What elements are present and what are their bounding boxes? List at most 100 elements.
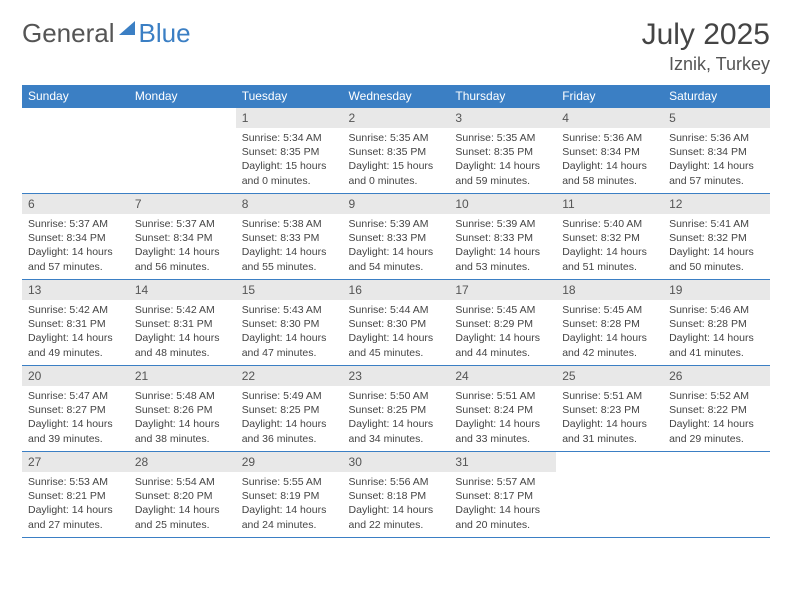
day-details: Sunrise: 5:39 AMSunset: 8:33 PMDaylight:… <box>343 214 450 278</box>
day-detail-line: and 20 minutes. <box>455 518 550 532</box>
day-detail-line: Sunset: 8:35 PM <box>349 145 444 159</box>
day-detail-line: Sunrise: 5:35 AM <box>349 131 444 145</box>
weekday-thursday: Thursday <box>449 85 556 107</box>
calendar-cell <box>556 451 663 537</box>
day-details: Sunrise: 5:46 AMSunset: 8:28 PMDaylight:… <box>663 300 770 364</box>
logo-sail-icon <box>119 21 135 35</box>
day-detail-line: and 54 minutes. <box>349 260 444 274</box>
day-detail-line: Daylight: 14 hours <box>455 159 550 173</box>
day-details: Sunrise: 5:51 AMSunset: 8:24 PMDaylight:… <box>449 386 556 450</box>
day-detail-line: Sunset: 8:31 PM <box>28 317 123 331</box>
day-details: Sunrise: 5:35 AMSunset: 8:35 PMDaylight:… <box>449 128 556 192</box>
day-detail-line: Sunrise: 5:56 AM <box>349 475 444 489</box>
day-detail-line: and 0 minutes. <box>349 174 444 188</box>
day-detail-line: Sunset: 8:34 PM <box>135 231 230 245</box>
day-number: 31 <box>449 451 556 472</box>
day-detail-line: Sunrise: 5:42 AM <box>135 303 230 317</box>
day-details: Sunrise: 5:45 AMSunset: 8:29 PMDaylight:… <box>449 300 556 364</box>
day-detail-line: and 51 minutes. <box>562 260 657 274</box>
calendar-cell: 10Sunrise: 5:39 AMSunset: 8:33 PMDayligh… <box>449 193 556 279</box>
day-number: 2 <box>343 107 450 128</box>
calendar-cell: 14Sunrise: 5:42 AMSunset: 8:31 PMDayligh… <box>129 279 236 365</box>
day-detail-line: and 38 minutes. <box>135 432 230 446</box>
day-detail-line: Sunset: 8:19 PM <box>242 489 337 503</box>
day-details: Sunrise: 5:51 AMSunset: 8:23 PMDaylight:… <box>556 386 663 450</box>
day-detail-line: and 39 minutes. <box>28 432 123 446</box>
day-details: Sunrise: 5:35 AMSunset: 8:35 PMDaylight:… <box>343 128 450 192</box>
calendar-cell: 29Sunrise: 5:55 AMSunset: 8:19 PMDayligh… <box>236 451 343 537</box>
day-number: 10 <box>449 193 556 214</box>
day-detail-line: and 34 minutes. <box>349 432 444 446</box>
day-detail-line: Sunrise: 5:39 AM <box>349 217 444 231</box>
day-detail-line: and 0 minutes. <box>242 174 337 188</box>
day-number <box>22 107 129 114</box>
day-details: Sunrise: 5:57 AMSunset: 8:17 PMDaylight:… <box>449 472 556 536</box>
title-block: July 2025 Iznik, Turkey <box>642 18 770 75</box>
day-detail-line: Sunrise: 5:39 AM <box>455 217 550 231</box>
day-detail-line: Daylight: 14 hours <box>669 331 764 345</box>
day-detail-line: Daylight: 14 hours <box>242 245 337 259</box>
day-number: 16 <box>343 279 450 300</box>
day-detail-line: Daylight: 14 hours <box>28 417 123 431</box>
day-detail-line: and 58 minutes. <box>562 174 657 188</box>
day-details: Sunrise: 5:49 AMSunset: 8:25 PMDaylight:… <box>236 386 343 450</box>
day-details: Sunrise: 5:38 AMSunset: 8:33 PMDaylight:… <box>236 214 343 278</box>
calendar-cell: 8Sunrise: 5:38 AMSunset: 8:33 PMDaylight… <box>236 193 343 279</box>
calendar-cell <box>663 451 770 537</box>
day-details: Sunrise: 5:39 AMSunset: 8:33 PMDaylight:… <box>449 214 556 278</box>
day-detail-line: Sunrise: 5:49 AM <box>242 389 337 403</box>
calendar-cell: 18Sunrise: 5:45 AMSunset: 8:28 PMDayligh… <box>556 279 663 365</box>
calendar-cell: 13Sunrise: 5:42 AMSunset: 8:31 PMDayligh… <box>22 279 129 365</box>
day-detail-line: Daylight: 14 hours <box>562 417 657 431</box>
calendar-cell: 3Sunrise: 5:35 AMSunset: 8:35 PMDaylight… <box>449 107 556 193</box>
calendar-row: 6Sunrise: 5:37 AMSunset: 8:34 PMDaylight… <box>22 193 770 279</box>
day-detail-line: and 27 minutes. <box>28 518 123 532</box>
day-detail-line: Daylight: 14 hours <box>135 503 230 517</box>
calendar-cell: 30Sunrise: 5:56 AMSunset: 8:18 PMDayligh… <box>343 451 450 537</box>
calendar-cell: 17Sunrise: 5:45 AMSunset: 8:29 PMDayligh… <box>449 279 556 365</box>
day-number: 12 <box>663 193 770 214</box>
day-detail-line: Sunrise: 5:37 AM <box>135 217 230 231</box>
day-details: Sunrise: 5:37 AMSunset: 8:34 PMDaylight:… <box>129 214 236 278</box>
day-detail-line: Daylight: 14 hours <box>135 245 230 259</box>
day-detail-line: Sunset: 8:30 PM <box>349 317 444 331</box>
calendar-cell: 20Sunrise: 5:47 AMSunset: 8:27 PMDayligh… <box>22 365 129 451</box>
calendar-table: Sunday Monday Tuesday Wednesday Thursday… <box>22 85 770 538</box>
calendar-cell: 1Sunrise: 5:34 AMSunset: 8:35 PMDaylight… <box>236 107 343 193</box>
day-detail-line: Sunrise: 5:50 AM <box>349 389 444 403</box>
day-detail-line: Sunrise: 5:47 AM <box>28 389 123 403</box>
weekday-saturday: Saturday <box>663 85 770 107</box>
day-detail-line: and 33 minutes. <box>455 432 550 446</box>
day-detail-line: Sunset: 8:31 PM <box>135 317 230 331</box>
calendar-cell: 23Sunrise: 5:50 AMSunset: 8:25 PMDayligh… <box>343 365 450 451</box>
day-detail-line: Daylight: 15 hours <box>242 159 337 173</box>
day-number: 4 <box>556 107 663 128</box>
day-detail-line: Sunset: 8:32 PM <box>669 231 764 245</box>
day-detail-line: Sunset: 8:34 PM <box>562 145 657 159</box>
day-details: Sunrise: 5:37 AMSunset: 8:34 PMDaylight:… <box>22 214 129 278</box>
day-number: 3 <box>449 107 556 128</box>
day-detail-line: and 24 minutes. <box>242 518 337 532</box>
day-details: Sunrise: 5:55 AMSunset: 8:19 PMDaylight:… <box>236 472 343 536</box>
day-number: 30 <box>343 451 450 472</box>
day-detail-line: Daylight: 14 hours <box>349 331 444 345</box>
day-detail-line: and 49 minutes. <box>28 346 123 360</box>
header: General Blue July 2025 Iznik, Turkey <box>22 18 770 75</box>
day-detail-line: Daylight: 14 hours <box>28 245 123 259</box>
day-detail-line: Sunrise: 5:55 AM <box>242 475 337 489</box>
day-number: 22 <box>236 365 343 386</box>
day-number: 25 <box>556 365 663 386</box>
calendar-cell: 21Sunrise: 5:48 AMSunset: 8:26 PMDayligh… <box>129 365 236 451</box>
weekday-monday: Monday <box>129 85 236 107</box>
calendar-cell: 9Sunrise: 5:39 AMSunset: 8:33 PMDaylight… <box>343 193 450 279</box>
day-detail-line: Sunrise: 5:44 AM <box>349 303 444 317</box>
day-detail-line: Sunrise: 5:37 AM <box>28 217 123 231</box>
day-detail-line: Sunrise: 5:34 AM <box>242 131 337 145</box>
day-detail-line: and 25 minutes. <box>135 518 230 532</box>
day-detail-line: Sunrise: 5:48 AM <box>135 389 230 403</box>
calendar-cell: 28Sunrise: 5:54 AMSunset: 8:20 PMDayligh… <box>129 451 236 537</box>
day-detail-line: Daylight: 14 hours <box>455 331 550 345</box>
day-detail-line: Sunset: 8:26 PM <box>135 403 230 417</box>
calendar-row: 13Sunrise: 5:42 AMSunset: 8:31 PMDayligh… <box>22 279 770 365</box>
day-detail-line: Sunset: 8:23 PM <box>562 403 657 417</box>
